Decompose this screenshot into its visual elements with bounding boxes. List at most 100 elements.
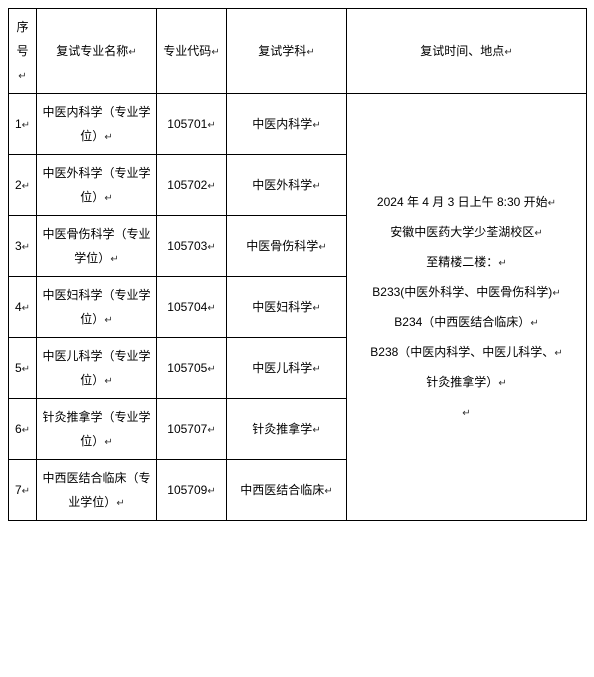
marker: ↵: [312, 181, 320, 192]
timeplace-line: 至精楼二楼：↵: [351, 250, 582, 274]
marker: ↵: [104, 376, 112, 387]
cell-major: 中医儿科学（专业学位）↵: [37, 338, 157, 399]
table-body: 1↵ 中医内科学（专业学位）↵ 105701↵ 中医内科学↵ 2024 年 4 …: [9, 94, 587, 521]
cell-major: 中医妇科学（专业学位）↵: [37, 277, 157, 338]
marker: ↵: [22, 181, 30, 192]
marker: ↵: [312, 303, 320, 314]
marker: ↵: [312, 364, 320, 375]
cell-seq: 2↵: [9, 155, 37, 216]
marker: ↵: [104, 315, 112, 326]
marker: ↵: [318, 242, 326, 253]
major-text: 中医外科学（专业学位）: [42, 166, 150, 204]
cell-code: 105703↵: [157, 216, 227, 277]
cell-seq: 7↵: [9, 460, 37, 521]
table-header-row: 序号↵ 复试专业名称↵ 专业代码↵ 复试学科↵ 复试时间、地点↵: [9, 9, 587, 94]
major-text: 中医妇科学（专业学位）: [42, 288, 150, 326]
code-text: 105702: [167, 178, 207, 192]
cell-seq: 1↵: [9, 94, 37, 155]
marker: ↵: [552, 288, 560, 299]
timeplace-line: ↵: [351, 400, 582, 424]
cell-code: 105707↵: [157, 399, 227, 460]
marker: ↵: [18, 71, 26, 82]
code-text: 105709: [167, 483, 207, 497]
seq-text: 3: [15, 239, 22, 253]
marker: ↵: [207, 486, 215, 497]
marker: ↵: [110, 254, 118, 265]
header-major-text: 复试专业名称: [56, 44, 128, 58]
cell-seq: 6↵: [9, 399, 37, 460]
code-text: 105701: [167, 117, 207, 131]
marker: ↵: [22, 364, 30, 375]
marker: ↵: [554, 348, 562, 359]
major-text: 中医骨伤科学（专业学位）: [42, 227, 150, 265]
marker: ↵: [207, 303, 215, 314]
marker: ↵: [22, 303, 30, 314]
cell-major: 中医外科学（专业学位）↵: [37, 155, 157, 216]
marker: ↵: [207, 181, 215, 192]
marker: ↵: [530, 318, 538, 329]
cell-subject: 中医儿科学↵: [227, 338, 347, 399]
cell-seq: 4↵: [9, 277, 37, 338]
retest-schedule-table: 序号↵ 复试专业名称↵ 专业代码↵ 复试学科↵ 复试时间、地点↵ 1↵ 中医内科…: [8, 8, 587, 521]
seq-text: 2: [15, 178, 22, 192]
seq-text: 5: [15, 361, 22, 375]
cell-subject: 中医骨伤科学↵: [227, 216, 347, 277]
marker: ↵: [504, 47, 512, 58]
marker: ↵: [104, 193, 112, 204]
seq-text: 7: [15, 483, 22, 497]
code-text: 105707: [167, 422, 207, 436]
header-code-text: 专业代码: [163, 44, 211, 58]
marker: ↵: [22, 242, 30, 253]
cell-seq: 5↵: [9, 338, 37, 399]
marker: ↵: [498, 258, 506, 269]
cell-code: 105702↵: [157, 155, 227, 216]
major-text: 中医内科学（专业学位）: [42, 105, 150, 143]
marker: ↵: [534, 228, 542, 239]
header-seq: 序号 ↵: [9, 9, 37, 94]
marker: ↵: [104, 437, 112, 448]
subject-text: 中医骨伤科学: [246, 239, 318, 253]
subject-text: 中医内科学: [252, 117, 312, 131]
cell-seq: 3↵: [9, 216, 37, 277]
timeplace-line: 安徽中医药大学少荃湖校区↵: [351, 220, 582, 244]
subject-text: 针灸推拿学: [252, 422, 312, 436]
header-timeplace-text: 复试时间、地点: [420, 44, 504, 58]
marker: ↵: [207, 364, 215, 375]
marker: ↵: [207, 242, 215, 253]
marker: ↵: [207, 425, 215, 436]
cell-timeplace: 2024 年 4 月 3 日上午 8:30 开始↵ 安徽中医药大学少荃湖校区↵ …: [347, 94, 587, 521]
marker: ↵: [22, 486, 30, 497]
header-major: 复试专业名称↵: [37, 9, 157, 94]
subject-text: 中西医结合临床: [240, 483, 324, 497]
cell-code: 105704↵: [157, 277, 227, 338]
code-text: 105703: [167, 239, 207, 253]
seq-text: 6: [15, 422, 22, 436]
subject-text: 中医外科学: [252, 178, 312, 192]
cell-subject: 中医内科学↵: [227, 94, 347, 155]
major-text: 针灸推拿学（专业学位）: [42, 410, 150, 448]
cell-code: 105705↵: [157, 338, 227, 399]
marker: ↵: [312, 425, 320, 436]
header-subject: 复试学科↵: [227, 9, 347, 94]
marker: ↵: [548, 198, 556, 209]
marker: ↵: [116, 498, 124, 509]
marker: ↵: [306, 47, 314, 58]
seq-text: 4: [15, 300, 22, 314]
code-text: 105705: [167, 361, 207, 375]
cell-subject: 针灸推拿学↵: [227, 399, 347, 460]
marker: ↵: [207, 120, 215, 131]
seq-text: 1: [15, 117, 22, 131]
timeplace-line: 针灸推拿学）↵: [351, 370, 582, 394]
timeplace-line: 2024 年 4 月 3 日上午 8:30 开始↵: [351, 190, 582, 214]
marker: ↵: [211, 47, 219, 58]
subject-text: 中医妇科学: [252, 300, 312, 314]
header-subject-text: 复试学科: [258, 44, 306, 58]
cell-major: 针灸推拿学（专业学位）↵: [37, 399, 157, 460]
code-text: 105704: [167, 300, 207, 314]
subject-text: 中医儿科学: [252, 361, 312, 375]
cell-subject: 中医外科学↵: [227, 155, 347, 216]
header-seq-text: 序号: [16, 20, 28, 58]
major-text: 中西医结合临床（专业学位）: [42, 471, 150, 509]
marker: ↵: [22, 425, 30, 436]
cell-major: 中医内科学（专业学位）↵: [37, 94, 157, 155]
